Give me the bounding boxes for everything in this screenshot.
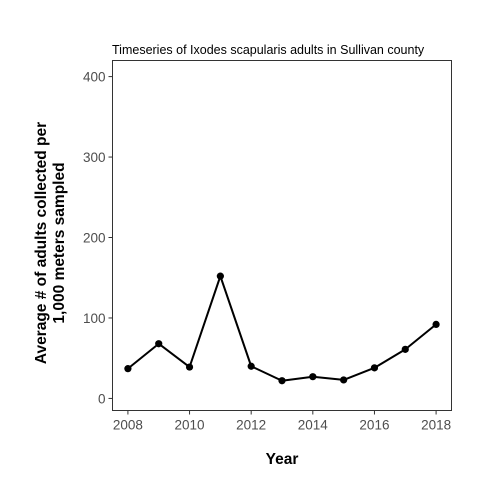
- x-tick-label: 2018: [421, 418, 451, 433]
- y-axis-title-line-1: Average # of adults collected per: [33, 122, 50, 364]
- chart-title: Timeseries of Ixodes scapularis adults i…: [112, 43, 425, 57]
- y-tick-label: 0: [98, 391, 106, 406]
- x-tick-label: 2010: [175, 418, 205, 433]
- x-tick-label: 2012: [236, 418, 266, 433]
- data-point: [216, 272, 224, 280]
- y-tick-label: 200: [83, 231, 106, 246]
- y-tick-label: 400: [83, 70, 106, 85]
- series-line: [127, 275, 437, 382]
- data-point: [247, 362, 255, 370]
- y-tick-label: 300: [83, 150, 106, 165]
- x-axis-title: Year: [266, 451, 299, 468]
- x-tick-label: 2014: [298, 418, 329, 433]
- series-line-group: [124, 272, 440, 385]
- data-point: [340, 376, 348, 384]
- y-tick-label: 100: [83, 311, 106, 326]
- x-axis: 2008 2010 2012 2014 2016 2018: [113, 410, 451, 433]
- data-point: [155, 340, 163, 348]
- data-point: [432, 320, 440, 329]
- plot-panel: [112, 60, 452, 411]
- data-point: [401, 345, 409, 353]
- x-tick-label: 2008: [113, 418, 143, 433]
- data-point: [309, 373, 317, 381]
- y-axis-title: Average # of adults collected per 1,000 …: [33, 122, 68, 364]
- y-axis-title-line-2: 1,000 meters sampled: [51, 162, 68, 323]
- data-point: [124, 365, 132, 373]
- data-point: [370, 364, 379, 372]
- data-point: [278, 377, 286, 385]
- data-point: [185, 363, 194, 371]
- y-axis: 0 100 200 300 400: [83, 70, 113, 406]
- x-tick-label: 2016: [359, 418, 389, 433]
